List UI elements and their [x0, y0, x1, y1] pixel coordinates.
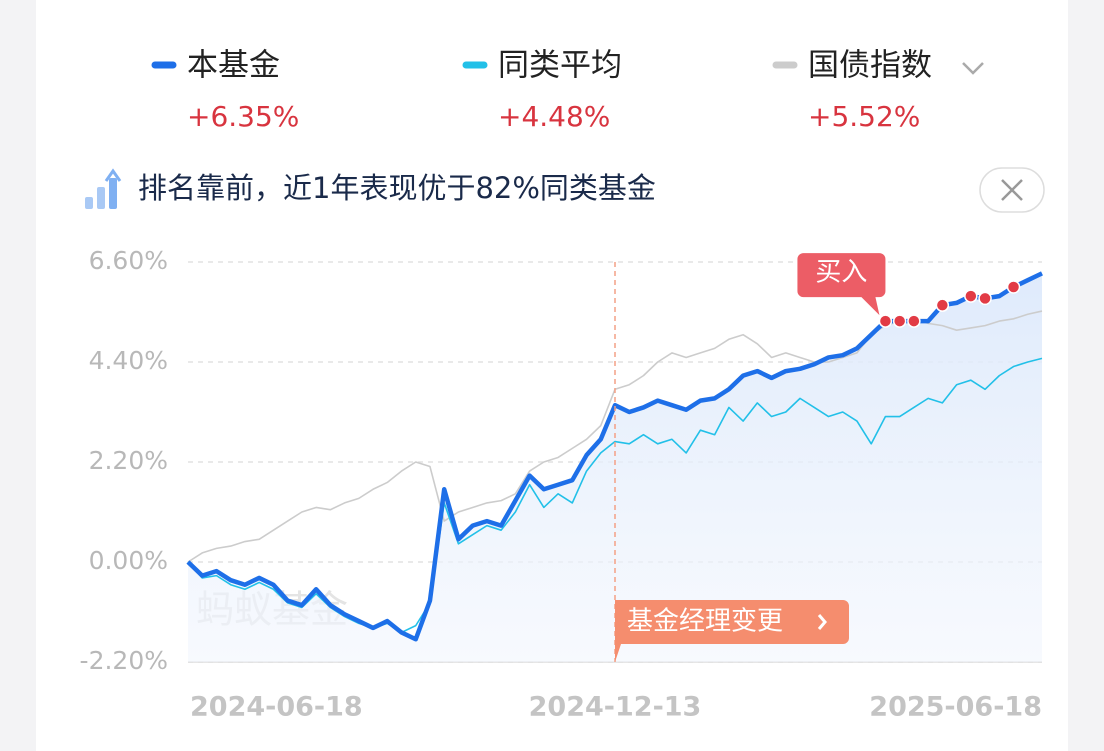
y-tick-label: 4.40%: [89, 346, 168, 375]
close-button[interactable]: [979, 167, 1045, 213]
buy-point: [892, 314, 907, 328]
legend: 本基金 +6.35% 同类平均 +4.48% 国债指数 +5.52%: [151, 48, 932, 133]
buy-point: [964, 289, 978, 303]
buy-point: [1006, 280, 1021, 294]
legend-return: +4.48%: [498, 100, 610, 133]
buy-tag: 买入: [815, 258, 867, 288]
legend-dropdown[interactable]: [962, 62, 984, 75]
x-tick-label: 2024-06-18: [190, 692, 363, 723]
legend-return: +5.52%: [808, 100, 920, 133]
plot: -2.20% 0.00% 2.20% 4.40% 6.60% 2024-06-18 2024…: [80, 246, 1043, 723]
buy-point: [978, 291, 992, 306]
buy-point: [878, 314, 893, 328]
y-tick-label: -2.20%: [80, 646, 168, 675]
event-chevron: [817, 614, 827, 630]
x-tick-label: 2024-12-13: [529, 692, 702, 723]
event-tag-bg: [615, 600, 849, 662]
legend-return: +6.35%: [187, 100, 299, 133]
legend-name: 本基金: [187, 48, 280, 84]
y-tick-label: 6.60%: [89, 246, 168, 275]
banner-text: 排名靠前，近1年表现优于82%同类基金: [138, 171, 656, 205]
legend-name: 同类平均: [498, 48, 622, 84]
banner-icon: [85, 168, 122, 209]
area-fill: [188, 273, 1042, 662]
y-tick-label: 2.20%: [89, 446, 168, 475]
buy-point: [935, 298, 950, 312]
x-tick-label: 2025-06-18: [869, 692, 1042, 723]
buy-tag-bg: [797, 253, 886, 316]
event-tag: 基金经理变更: [627, 607, 783, 637]
buy-point: [907, 314, 921, 328]
y-tick-label: 0.00%: [89, 546, 168, 575]
legend-name: 国债指数: [808, 48, 932, 84]
